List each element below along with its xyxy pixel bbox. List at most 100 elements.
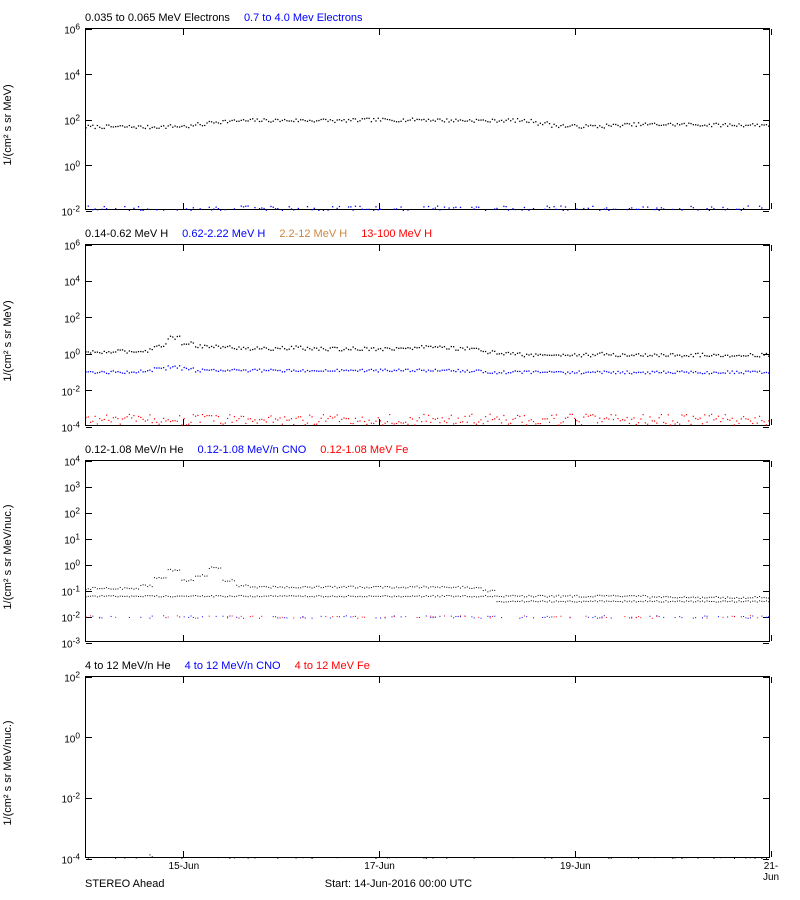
y-tick-label: 10-2	[61, 203, 86, 218]
y-tick-label: 100	[64, 158, 86, 173]
series-legend-label: 13-100 MeV H	[361, 228, 432, 240]
y-tick-mark	[86, 165, 92, 166]
y-tick-mark	[86, 798, 92, 799]
x-tick-mark-top	[575, 29, 576, 35]
y-tick-mark	[86, 565, 92, 566]
y-tick-mark-right	[763, 617, 769, 618]
series-e_low	[86, 118, 769, 130]
x-tick-mark	[575, 203, 576, 209]
y-tick-mark	[86, 74, 92, 75]
x-tick-mark-top	[183, 677, 184, 683]
footer-center-label: Start: 14-Jun-2016 00:00 UTC	[325, 878, 472, 890]
x-tick-mark-top	[183, 461, 184, 467]
y-tick-mark	[86, 677, 92, 678]
y-tick-mark-right	[763, 461, 769, 462]
series-he_low_line2	[86, 595, 769, 603]
y-tick-label: 101	[64, 531, 86, 546]
series-legend-label: 0.7 to 4.0 Mev Electrons	[244, 12, 363, 24]
y-tick-mark-right	[763, 281, 769, 282]
y-tick-label: 100	[64, 557, 86, 572]
y-tick-mark	[86, 281, 92, 282]
x-tick-label: 17-Jun	[364, 857, 395, 872]
y-tick-mark-right	[763, 29, 769, 30]
panel-title-row: 0.035 to 0.065 MeV Electrons 0.7 to 4.0 M…	[85, 12, 377, 24]
y-axis-label: 1/(cm² s sr MeV)	[2, 34, 14, 216]
y-tick-mark	[86, 317, 92, 318]
y-tick-label: 100	[64, 730, 86, 745]
series-legend-label: 0.12-1.08 MeV/n He	[85, 444, 183, 456]
y-tick-mark	[86, 120, 92, 121]
x-tick-mark-top	[771, 245, 772, 251]
y-tick-mark-right	[763, 165, 769, 166]
y-tick-label: 10-1	[61, 583, 86, 598]
x-tick-mark	[575, 635, 576, 641]
y-tick-mark	[86, 29, 92, 30]
data-layer	[86, 461, 771, 643]
series-legend-label: 0.14-0.62 MeV H	[85, 228, 168, 240]
series-legend-label: 2.2-12 MeV H	[279, 228, 347, 240]
plot-area: 10-410-210010215-Jun17-Jun19-Jun21-Jun	[85, 676, 770, 858]
y-tick-label: 103	[64, 479, 86, 494]
y-tick-mark	[86, 245, 92, 246]
x-tick-mark-top	[379, 29, 380, 35]
y-tick-label: 102	[64, 669, 86, 684]
x-tick-mark	[771, 419, 772, 425]
y-tick-label: 104	[64, 67, 86, 82]
y-tick-mark	[86, 591, 92, 592]
y-tick-mark	[86, 427, 92, 428]
y-tick-mark-right	[763, 487, 769, 488]
y-tick-label: 10-2	[61, 609, 86, 624]
y-tick-label: 10-4	[61, 419, 86, 434]
data-layer	[86, 677, 771, 859]
y-tick-mark-right	[763, 737, 769, 738]
y-tick-label: 106	[64, 21, 86, 36]
x-tick-mark	[183, 203, 184, 209]
y-tick-mark-right	[763, 211, 769, 212]
y-tick-label: 104	[64, 274, 86, 289]
y-tick-mark-right	[763, 74, 769, 75]
y-tick-label: 10-3	[61, 635, 86, 650]
data-layer	[86, 245, 771, 427]
y-axis-label: 1/(cm² s sr MeV)	[2, 250, 14, 432]
y-tick-mark-right	[763, 591, 769, 592]
x-tick-mark-top	[575, 245, 576, 251]
x-tick-label: 21-Jun	[763, 857, 779, 883]
plot-area: 10-2100102104106	[85, 28, 770, 210]
x-tick-mark	[379, 635, 380, 641]
x-tick-mark-top	[379, 245, 380, 251]
panel-title-row: 0.12-1.08 MeV/n He0.12-1.08 MeV/n CNO0.1…	[85, 444, 422, 456]
series-legend-label: 0.035 to 0.065 MeV Electrons	[85, 12, 230, 24]
y-tick-mark-right	[763, 643, 769, 644]
series-legend-label: 0.12-1.08 MeV/n CNO	[197, 444, 306, 456]
y-tick-label: 106	[64, 237, 86, 252]
x-tick-mark	[771, 203, 772, 209]
x-tick-mark-top	[575, 677, 576, 683]
series-legend-label: 4 to 12 MeV/n CNO	[185, 660, 281, 672]
y-tick-label: 102	[64, 310, 86, 325]
x-tick-mark-top	[379, 677, 380, 683]
x-tick-mark	[575, 419, 576, 425]
y-tick-label: 104	[64, 453, 86, 468]
y-tick-mark-right	[763, 354, 769, 355]
panel-low-energy-ions: 0.12-1.08 MeV/n He0.12-1.08 MeV/n CNO0.1…	[0, 446, 800, 642]
figure-container: 0.035 to 0.065 MeV Electrons 0.7 to 4.0 M…	[0, 0, 800, 900]
y-tick-mark-right	[763, 513, 769, 514]
x-tick-mark	[183, 419, 184, 425]
y-tick-mark-right	[763, 120, 769, 121]
plot-area: 10-310-210-1100101102103104	[85, 460, 770, 642]
panel-hydrogen: 0.14-0.62 MeV H0.62-2.22 MeV H2.2-12 MeV…	[0, 230, 800, 426]
y-tick-mark-right	[763, 798, 769, 799]
series-he_low_line1	[86, 567, 769, 600]
y-tick-mark	[86, 487, 92, 488]
y-tick-mark	[86, 354, 92, 355]
y-tick-label: 102	[64, 505, 86, 520]
y-tick-mark-right	[763, 539, 769, 540]
series-fe_low	[86, 615, 758, 619]
panel-high-energy-ions: 4 to 12 MeV/n He4 to 12 MeV/n CNO4 to 12…	[0, 662, 800, 858]
y-tick-mark	[86, 737, 92, 738]
x-tick-mark-top	[575, 461, 576, 467]
panel-electrons: 0.035 to 0.065 MeV Electrons 0.7 to 4.0 M…	[0, 14, 800, 210]
y-tick-label: 10-4	[61, 851, 86, 866]
series-legend-label: 4 to 12 MeV Fe	[295, 660, 370, 672]
y-tick-mark	[86, 617, 92, 618]
